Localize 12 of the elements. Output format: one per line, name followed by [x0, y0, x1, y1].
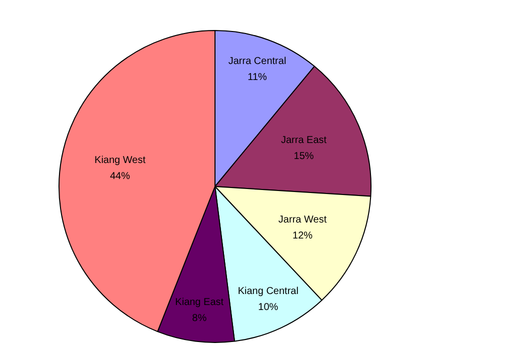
- slice-label: Jarra East: [280, 134, 327, 146]
- slice-label: Kiang West: [94, 155, 146, 166]
- slice-label: Kiang East: [175, 297, 224, 308]
- data-label: 10%: [258, 302, 278, 314]
- data-label: 12%: [292, 230, 313, 242]
- data-label: 44%: [110, 171, 130, 182]
- slice-label: Jarra West: [278, 214, 327, 226]
- data-label: 11%: [248, 72, 268, 83]
- slice-label: Jarra Central: [228, 56, 286, 67]
- slice-label: Kiang Central: [238, 286, 298, 298]
- data-label: 15%: [294, 150, 314, 162]
- data-label: 8%: [192, 313, 207, 324]
